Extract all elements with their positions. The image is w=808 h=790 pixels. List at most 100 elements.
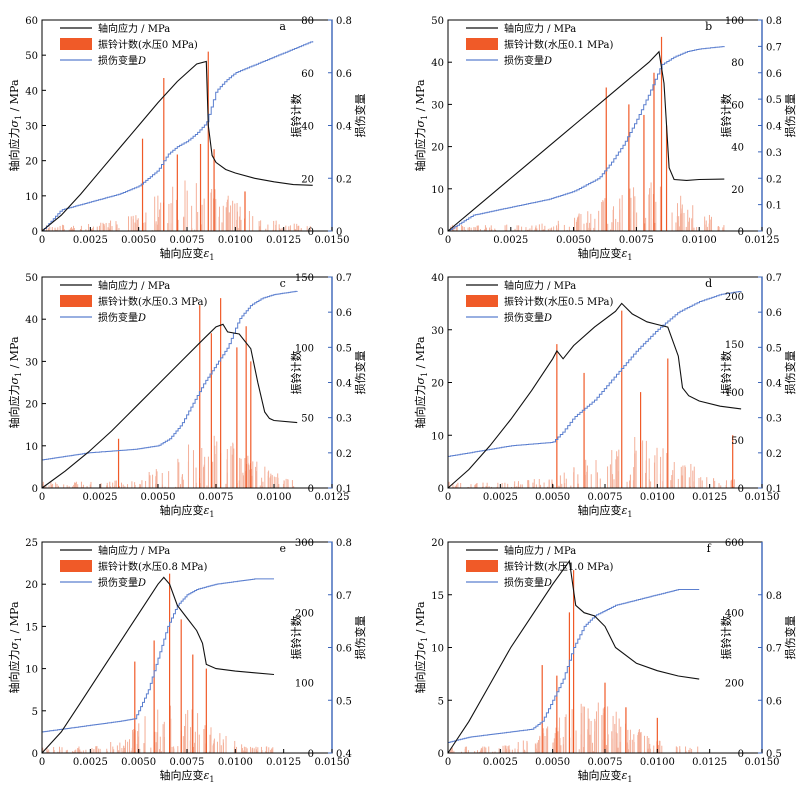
y-left-tick-label: 10 — [431, 644, 444, 655]
y-right1-tick-label: 0 — [738, 484, 744, 495]
x-tick-label: 0.0150 — [315, 757, 350, 768]
x-tick-label: 0.0075 — [588, 757, 623, 768]
y-right1-axis-label: 振铃计数 — [289, 616, 303, 660]
y-right2-tick-label: 0.5 — [336, 696, 352, 707]
legend-label-stress: 轴向应力 / MPa — [98, 544, 170, 557]
y-right1-tick-label: 80 — [301, 16, 314, 27]
legend-label-damage: 损伤变量D — [98, 311, 146, 324]
y-left-tick-label: 30 — [431, 326, 444, 337]
y-right2-tick-label: 0.5 — [336, 343, 352, 354]
y-left-tick-label: 10 — [431, 185, 444, 196]
y-right2-tick-label: 0.7 — [766, 273, 782, 284]
x-tick-label: 0.0125 — [692, 492, 727, 503]
y-right2-tick-label: 0.6 — [766, 69, 782, 80]
legend: 轴向应力 / MPa 振铃计数(水压0.3 MPa) 损伤变量D — [60, 279, 207, 324]
y-right2-tick-label: 0.8 — [766, 16, 782, 27]
x-tick-label: 0 — [39, 492, 45, 503]
stress-series-line — [41, 576, 275, 754]
x-axis-label: 轴向应变ε1 — [160, 503, 215, 519]
y-left-tick-label: 20 — [25, 580, 38, 591]
legend-label-counts: 振铃计数(水压0.3 MPa) — [98, 295, 207, 308]
y-right2-tick-label: 0.4 — [336, 379, 352, 390]
y-right1-tick-label: 100 — [295, 679, 314, 690]
count-bars — [41, 298, 295, 488]
y-left-tick-label: 30 — [25, 122, 38, 133]
chart-panel-e: 0 0.0025 0.0050 0.0075 0.0100 0.0125 0.0150051… — [7, 538, 367, 784]
y-right2-tick-label: 0.1 — [766, 484, 782, 495]
x-tick-label: 0.0025 — [483, 757, 518, 768]
y-right1-tick-label: 60 — [301, 69, 314, 80]
x-tick-label: 0.0150 — [745, 492, 780, 503]
y-right2-tick-label: 0.1 — [766, 201, 782, 212]
y-right1-tick-label: 400 — [725, 608, 744, 619]
y-right2-axis-label: 损伤变量 — [783, 94, 797, 138]
x-tick-label: 0.0050 — [556, 235, 591, 246]
x-tick-label: 0 — [39, 757, 45, 768]
y-right1-tick-label: 40 — [731, 143, 744, 154]
x-tick-label: 0.0050 — [141, 492, 176, 503]
y-left-tick-label: 50 — [25, 51, 38, 62]
y-left-axis-label: 轴向应力σ1 / MPa — [7, 601, 23, 693]
y-right2-axis-label: 损伤变量 — [783, 351, 797, 395]
y-right1-tick-label: 200 — [295, 608, 314, 619]
legend-swatch-counts — [60, 295, 92, 307]
y-left-tick-label: 15 — [25, 622, 38, 633]
y-right2-tick-label: 0 — [336, 227, 342, 238]
y-right2-tick-label: 0.4 — [336, 749, 352, 760]
x-axis-label: 轴向应变ε1 — [160, 768, 215, 784]
y-left-tick-label: 20 — [25, 157, 38, 168]
y-right2-tick-label: 0.6 — [336, 644, 352, 655]
y-right1-tick-label: 50 — [301, 414, 314, 425]
y-right1-tick-label: 20 — [731, 185, 744, 196]
x-tick-label: 0.0025 — [493, 235, 528, 246]
x-tick-label: 0.0150 — [315, 235, 350, 246]
plot-frame — [41, 276, 333, 489]
chart-panel-d: 0 0.0025 0.0050 0.0075 0.0100 0.0125 0.0150010… — [413, 273, 797, 519]
y-right2-tick-label: 0.2 — [336, 449, 352, 460]
legend-label-counts: 振铃计数(水压0.1 MPa) — [504, 38, 613, 51]
y-right2-tick-label: 0.8 — [336, 16, 352, 27]
y-left-tick-label: 20 — [431, 143, 444, 154]
chart-panel-b: 0 0.0025 0.0050 0.0075 0.0100 0.0125010203040… — [413, 16, 797, 262]
y-left-tick-label: 10 — [25, 442, 38, 453]
x-tick-label: 0.0075 — [199, 492, 234, 503]
legend-label-damage: 损伤变量D — [504, 311, 552, 324]
y-left-axis-label: 轴向应力σ1 / MPa — [413, 79, 429, 171]
y-right2-tick-label: 0.1 — [336, 484, 352, 495]
x-tick-label: 0.0100 — [640, 757, 675, 768]
y-right2-axis-label: 损伤变量 — [783, 616, 797, 660]
y-left-tick-label: 15 — [431, 591, 444, 602]
y-right1-tick-label: 0 — [738, 749, 744, 760]
x-tick-label: 0.0125 — [745, 235, 780, 246]
y-right2-axis-label: 损伤变量 — [353, 94, 367, 138]
y-right2-tick-label: 0.2 — [766, 449, 782, 460]
panel-label: c — [280, 277, 286, 290]
y-right1-axis-label: 振铃计数 — [289, 351, 303, 395]
y-right2-tick-label: 0.4 — [766, 379, 782, 390]
legend-label-counts: 振铃计数(水压0.5 MPa) — [504, 295, 613, 308]
stress-series-line — [447, 302, 742, 489]
x-tick-label: 0.0050 — [121, 235, 156, 246]
y-left-tick-label: 10 — [25, 192, 38, 203]
stress-series-line — [41, 60, 313, 232]
damage-series-line — [448, 46, 725, 232]
x-tick-label: 0.0050 — [121, 757, 156, 768]
y-right2-tick-label: 0.4 — [336, 122, 352, 133]
y-right2-tick-label: 0.4 — [766, 122, 782, 133]
y-left-tick-label: 0 — [32, 749, 38, 760]
y-left-tick-label: 0 — [32, 227, 38, 238]
x-tick-label: 0 — [445, 492, 451, 503]
x-tick-label: 0.0100 — [257, 492, 292, 503]
y-right2-tick-label: 0.7 — [336, 591, 352, 602]
legend-label-stress: 轴向应力 / MPa — [504, 544, 576, 557]
y-left-tick-label: 30 — [25, 357, 38, 368]
y-left-axis-label: 轴向应力σ1 / MPa — [7, 336, 23, 428]
panel-label: a — [279, 20, 286, 33]
x-tick-label: 0.0050 — [535, 492, 570, 503]
legend-label-stress: 轴向应力 / MPa — [98, 22, 170, 35]
count-bars — [450, 36, 725, 231]
legend: 轴向应力 / MPa 振铃计数(水压0.8 MPa) 损伤变量D — [60, 544, 207, 589]
chart-panel-a: 0 0.0025 0.0050 0.0075 0.0100 0.0125 0.0150010… — [7, 16, 367, 262]
x-tick-label: 0.0150 — [745, 757, 780, 768]
x-tick-label: 0.0125 — [266, 235, 301, 246]
